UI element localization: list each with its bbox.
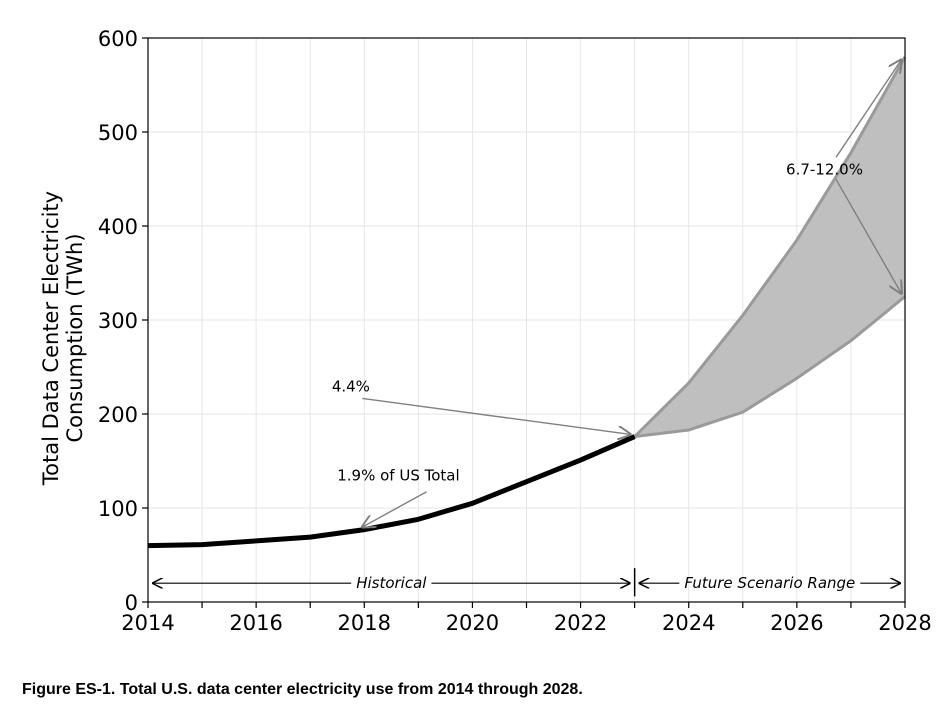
historical-line [147, 434, 636, 549]
y-axis-title: Total Data Center ElectricityConsumption… [39, 191, 87, 486]
scenario-lower-line [634, 295, 906, 439]
y-axis-title-line: Total Data Center Electricity [39, 191, 63, 486]
x-tick-label: 2014 [121, 611, 174, 635]
axis-ticks: 2014 2016 2018 2020 2022 2024 2026 2028 0 100 200 3… [98, 27, 932, 635]
scenario-band [633, 56, 907, 439]
x-tick-label: 2020 [446, 611, 499, 635]
y-tick-label: 200 [98, 403, 138, 427]
annotation-label: 4.4% [332, 377, 370, 395]
x-tick-label: 2028 [878, 611, 931, 635]
electricity-chart: 2014 2016 2018 2020 2022 2024 2026 2028 0 100 200 3… [39, 27, 932, 635]
y-axis-title-line: Consumption (TWh) [63, 233, 87, 442]
x-tick-label: 2026 [770, 611, 823, 635]
y-tick-label: 400 [98, 215, 138, 239]
annotation-arrow [835, 59, 902, 158]
range-indicators: Historical Future Scenario Range [152, 568, 901, 597]
x-tick-label: 2022 [554, 611, 607, 635]
annotation-label: 1.9% of US Total [337, 467, 459, 485]
annotation-arrow [835, 178, 902, 294]
y-tick-label: 500 [98, 121, 138, 145]
scenario-upper-line [633, 56, 907, 438]
annotation-label: 6.7-12.0% [786, 160, 863, 178]
y-tick-label: 600 [98, 27, 138, 51]
y-tick-label: 0 [125, 591, 138, 615]
scenario-range-area [634, 56, 905, 437]
x-tick-label: 2024 [662, 611, 715, 635]
figure-caption: Figure ES-1. Total U.S. data center elec… [22, 681, 583, 698]
historical-series [147, 434, 636, 549]
x-tick-label: 2018 [338, 611, 391, 635]
annotation-arrow [361, 491, 427, 528]
range-label: Future Scenario Range [684, 574, 855, 592]
range-label: Historical [356, 574, 427, 592]
annotations: 1.9% of US Total 4.4% 6.7-12.0% [332, 59, 902, 528]
y-tick-label: 100 [98, 497, 138, 521]
annotation-arrow [362, 397, 631, 434]
y-tick-label: 300 [98, 309, 138, 333]
x-tick-label: 2016 [229, 611, 282, 635]
